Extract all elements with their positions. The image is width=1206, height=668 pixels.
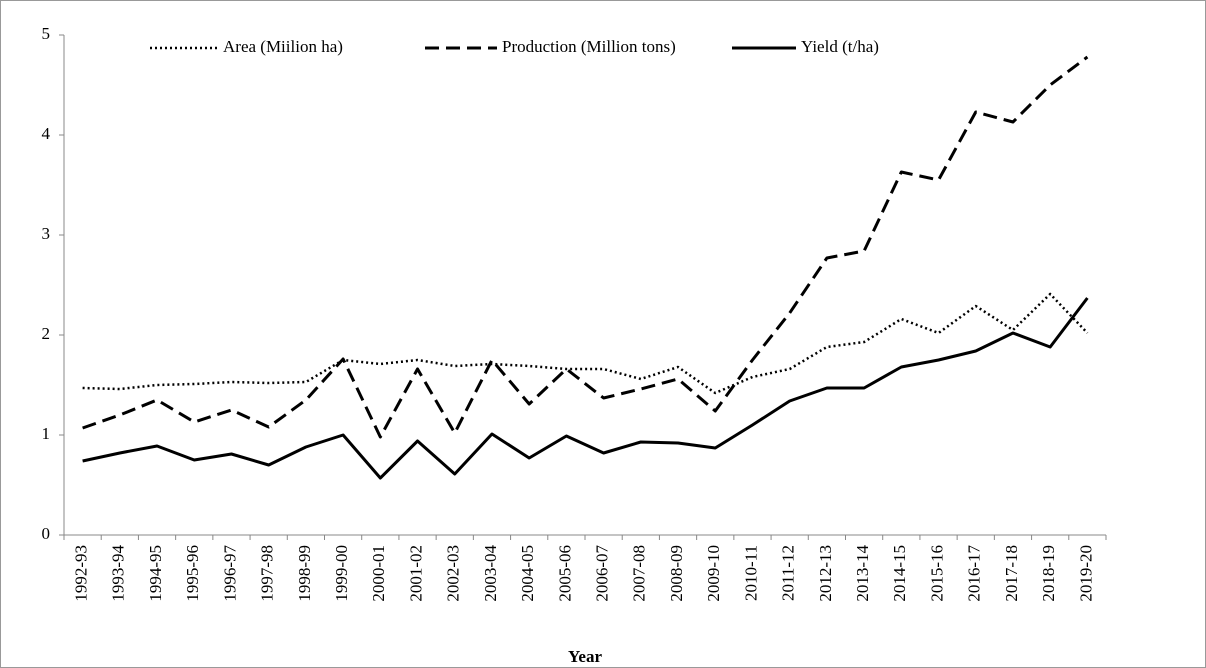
y-tick-label: 5 xyxy=(42,24,51,43)
x-tick-label: 2008-09 xyxy=(667,545,686,602)
x-tick-label: 2014-15 xyxy=(890,545,909,602)
x-tick-label: 2003-04 xyxy=(481,545,500,602)
x-tick-label: 1992-93 xyxy=(72,545,91,602)
x-axis-title: Year xyxy=(568,647,602,666)
x-tick-label: 1999-00 xyxy=(332,545,351,602)
x-tick-label: 2018-19 xyxy=(1039,545,1058,602)
legend-label: Area (Miilion ha) xyxy=(223,37,343,56)
x-tick-label: 1993-94 xyxy=(109,545,128,602)
x-tick-label: 2000-01 xyxy=(369,545,388,602)
x-tick-label: 1995-96 xyxy=(183,545,202,602)
x-tick-label: 2009-10 xyxy=(704,545,723,602)
x-tick-label: 2012-13 xyxy=(816,545,835,602)
x-tick-label: 1998-99 xyxy=(295,545,314,602)
x-tick-label: 2006-07 xyxy=(593,545,612,602)
series-line xyxy=(82,297,1089,480)
x-tick-label: 2010-11 xyxy=(741,545,760,601)
legend-label: Yield (t/ha) xyxy=(801,37,879,56)
x-tick-label: 2007-08 xyxy=(630,545,649,602)
legend-label: Production (Million tons) xyxy=(502,37,676,56)
x-tick-label: 2019-20 xyxy=(1076,545,1095,602)
x-tick-label: 2001-02 xyxy=(406,545,425,602)
x-tick-label: 1997-98 xyxy=(258,545,277,602)
x-tick-label: 2016-17 xyxy=(965,545,984,602)
x-tick-label: 2017-18 xyxy=(1002,545,1021,602)
x-tick-label: 2011-12 xyxy=(779,545,798,601)
y-tick-label: 3 xyxy=(42,224,51,243)
y-tick-label: 1 xyxy=(42,424,51,443)
x-tick-label: 2005-06 xyxy=(555,545,574,602)
series-line xyxy=(82,55,1089,439)
y-tick-label: 4 xyxy=(42,124,51,143)
x-tick-label: 2015-16 xyxy=(927,545,946,602)
y-tick-label: 0 xyxy=(42,524,51,543)
x-tick-label: 2013-14 xyxy=(853,545,872,602)
x-tick-label: 2004-05 xyxy=(518,545,537,602)
x-tick-label: 2002-03 xyxy=(444,545,463,602)
x-tick-label: 1996-97 xyxy=(220,545,239,602)
y-tick-label: 2 xyxy=(42,324,51,343)
x-tick-label: 1994-95 xyxy=(146,545,165,602)
